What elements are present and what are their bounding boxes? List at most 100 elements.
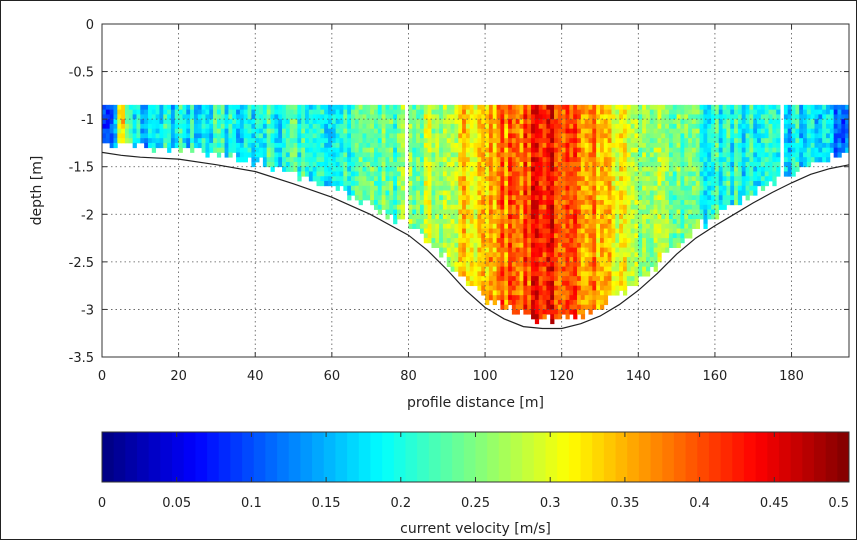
heatmap-cell bbox=[515, 185, 520, 191]
heatmap-cell bbox=[695, 157, 700, 163]
heatmap-cell bbox=[519, 128, 524, 134]
heatmap-cell bbox=[278, 109, 283, 115]
heatmap-cell bbox=[580, 133, 586, 139]
heatmap-cell bbox=[760, 114, 766, 120]
heatmap-cell bbox=[772, 119, 777, 125]
heatmap-cell bbox=[439, 109, 444, 115]
heatmap-cell bbox=[504, 223, 509, 229]
heatmap-cell bbox=[676, 104, 681, 111]
heatmap-cell bbox=[469, 142, 474, 149]
heatmap-cell bbox=[435, 114, 440, 120]
heatmap-cell bbox=[144, 138, 149, 144]
heatmap-cell bbox=[469, 190, 474, 196]
heatmap-cell bbox=[442, 185, 448, 191]
heatmap-cell bbox=[282, 133, 287, 139]
heatmap-cell bbox=[446, 257, 451, 263]
heatmap-cell bbox=[580, 285, 586, 291]
heatmap-cell bbox=[396, 185, 402, 191]
heatmap-cell bbox=[228, 114, 233, 120]
heatmap-cell bbox=[680, 200, 685, 206]
heatmap-cell bbox=[285, 119, 291, 125]
heatmap-cell bbox=[630, 114, 635, 120]
heatmap-cell bbox=[255, 133, 260, 139]
heatmap-cell bbox=[573, 261, 578, 268]
heatmap-cell bbox=[400, 123, 406, 130]
heatmap-cell bbox=[615, 142, 620, 149]
heatmap-cell bbox=[220, 142, 225, 149]
heatmap-cell bbox=[649, 128, 655, 134]
heatmap-cell bbox=[446, 200, 451, 206]
heatmap-cell bbox=[496, 166, 501, 172]
heatmap-cell bbox=[343, 123, 348, 130]
heatmap-cell bbox=[190, 133, 195, 139]
heatmap-cell bbox=[136, 109, 141, 115]
heatmap-cell bbox=[557, 123, 563, 130]
heatmap-cell bbox=[454, 266, 459, 272]
heatmap-cell bbox=[688, 214, 693, 220]
heatmap-cell bbox=[477, 285, 482, 291]
heatmap-cell bbox=[408, 152, 413, 158]
heatmap-cell bbox=[630, 276, 635, 282]
heatmap-cell bbox=[638, 195, 643, 201]
heatmap-cell bbox=[251, 142, 256, 149]
heatmap-cell bbox=[684, 200, 689, 206]
heatmap-cell bbox=[377, 128, 383, 134]
heatmap-cell bbox=[764, 161, 769, 168]
heatmap-cell bbox=[768, 142, 773, 149]
heatmap-cell bbox=[638, 228, 643, 234]
heatmap-cell bbox=[684, 104, 689, 111]
heatmap-cell bbox=[147, 138, 153, 144]
heatmap-cell bbox=[768, 114, 773, 120]
heatmap-cell bbox=[584, 123, 589, 130]
heatmap-cell bbox=[435, 185, 440, 191]
heatmap-cell bbox=[527, 142, 532, 149]
heatmap-cell bbox=[473, 204, 478, 210]
heatmap-cell bbox=[377, 161, 383, 168]
heatmap-cell bbox=[515, 152, 520, 158]
heatmap-cell bbox=[270, 114, 275, 120]
heatmap-cell bbox=[385, 104, 390, 111]
heatmap-cell bbox=[488, 147, 494, 153]
heatmap-cell bbox=[573, 133, 578, 139]
heatmap-cell bbox=[343, 128, 348, 134]
heatmap-cell bbox=[764, 104, 769, 111]
heatmap-cell bbox=[787, 157, 792, 163]
heatmap-cell bbox=[285, 147, 291, 153]
heatmap-cell bbox=[569, 180, 574, 187]
heatmap-cell bbox=[776, 128, 781, 134]
heatmap-cell bbox=[592, 195, 597, 201]
heatmap-cell bbox=[531, 176, 536, 182]
heatmap-cell bbox=[527, 252, 532, 258]
heatmap-cell bbox=[354, 147, 360, 153]
heatmap-cell bbox=[500, 176, 505, 182]
heatmap-cell bbox=[588, 280, 593, 287]
heatmap-cell bbox=[389, 147, 394, 153]
heatmap-cell bbox=[714, 161, 720, 168]
heatmap-cell bbox=[718, 185, 723, 191]
x-tick-label: 60 bbox=[324, 369, 341, 384]
heatmap-cell bbox=[446, 195, 451, 201]
heatmap-cell bbox=[745, 147, 750, 153]
heatmap-cell bbox=[492, 295, 497, 301]
heatmap-cell bbox=[408, 190, 413, 196]
heatmap-cell bbox=[645, 204, 651, 210]
heatmap-cell bbox=[588, 161, 593, 168]
heatmap-cell bbox=[596, 119, 601, 125]
heatmap-cell bbox=[741, 190, 746, 196]
heatmap-cell bbox=[381, 114, 386, 120]
heatmap-cell bbox=[389, 104, 394, 111]
heatmap-cell bbox=[396, 123, 402, 130]
heatmap-cell bbox=[791, 123, 796, 130]
heatmap-cell bbox=[642, 147, 647, 153]
colorbar-step bbox=[580, 432, 593, 482]
heatmap-cell bbox=[542, 200, 547, 206]
heatmap-cell bbox=[829, 147, 835, 153]
heatmap-cell bbox=[481, 180, 486, 187]
heatmap-cell bbox=[546, 223, 551, 229]
heatmap-cell bbox=[419, 171, 425, 177]
heatmap-cell bbox=[266, 161, 271, 168]
heatmap-cell bbox=[469, 200, 474, 206]
heatmap-cell bbox=[634, 190, 639, 196]
heatmap-cell bbox=[826, 119, 831, 125]
heatmap-cell bbox=[416, 166, 421, 172]
